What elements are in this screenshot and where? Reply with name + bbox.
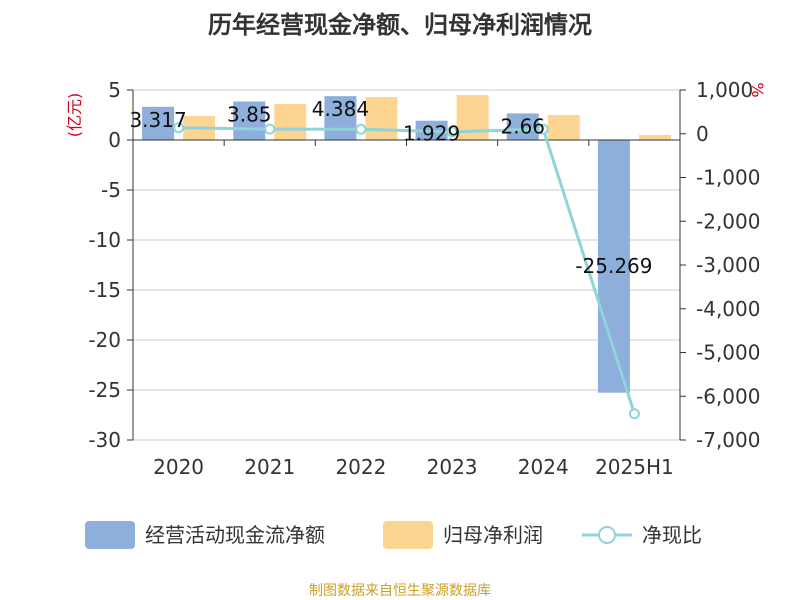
right-tick-label: -1,000 — [696, 166, 760, 190]
right-tick-label: -6,000 — [696, 384, 760, 408]
left-tick-label: 5 — [108, 78, 121, 102]
ratio-point — [446, 126, 458, 138]
ratio-point — [355, 123, 367, 135]
cashflow-bar — [142, 106, 175, 140]
category-label: 2021 — [244, 455, 295, 479]
left-axis-unit: (亿元) — [65, 93, 84, 138]
axes-layer: 5 0 -5 -10 -15 -20 -25 -30 1,000 0 -1,000 -2,000 -3,… — [88, 78, 760, 479]
right-tick-label: -4,000 — [696, 297, 760, 321]
category-label: 2024 — [518, 455, 569, 479]
legend-label-cashflow: 经营活动现金流净额 — [145, 523, 325, 547]
right-tick-label: -5,000 — [696, 341, 760, 365]
legend-label-netprofit: 归母净利润 — [443, 523, 543, 547]
category-label: 2023 — [427, 455, 478, 479]
left-tick-label: -25 — [88, 378, 121, 402]
category-label: 2025H1 — [595, 455, 674, 479]
cashflow-data-label: -25.269 — [575, 254, 652, 278]
category-label: 2022 — [335, 455, 386, 479]
netprofit-bar — [638, 135, 671, 140]
netprofit-bar — [365, 97, 398, 140]
gridlines — [133, 89, 680, 441]
legend: 经营活动现金流净额 归母净利润 净现比 — [85, 521, 702, 549]
left-tick-label: -10 — [88, 228, 121, 252]
right-tick-label: -3,000 — [696, 253, 760, 277]
line-layer — [173, 122, 640, 420]
cashflow-data-label: 2.66 — [500, 114, 545, 138]
cashflow-data-label: 1.929 — [403, 122, 460, 146]
cashflow-data-label: 4.384 — [312, 97, 369, 121]
left-tick-label: -5 — [101, 178, 121, 202]
right-tick-label: -7,000 — [696, 428, 760, 452]
cashflow-bar — [324, 96, 357, 140]
cashflow-data-label: 3.317 — [129, 108, 186, 132]
legend-swatch-cashflow — [85, 521, 135, 549]
netprofit-bar — [456, 95, 489, 140]
netprofit-bar — [547, 115, 580, 140]
netprofit-bar — [274, 104, 307, 140]
left-tick-label: -20 — [88, 328, 121, 352]
ratio-point — [537, 123, 549, 135]
legend-label-ratio: 净现比 — [642, 523, 702, 547]
right-tick-label: 0 — [696, 122, 709, 146]
left-tick-label: 0 — [108, 128, 121, 152]
ratio-line — [178, 126, 636, 415]
cashflow-bar — [233, 101, 266, 140]
source-note: 制图数据来自恒生聚源数据库 — [309, 583, 491, 599]
data-labels-layer: 3.317 3.85 4.384 1.929 2.66 -25.269 — [129, 97, 652, 278]
chart-title: 历年经营现金净额、归母净利润情况 — [208, 11, 592, 39]
left-tick-label: -15 — [88, 278, 121, 302]
ratio-point — [628, 408, 640, 420]
ratio-point — [173, 122, 185, 134]
right-tick-label: 1,000 — [696, 78, 753, 102]
cashflow-data-label: 3.85 — [227, 103, 272, 127]
legend-marker-ratio — [598, 526, 616, 544]
right-axis-unit: % — [748, 82, 767, 97]
cashflow-bar — [506, 113, 539, 140]
legend-swatch-netprofit — [383, 521, 433, 549]
category-label: 2020 — [153, 455, 204, 479]
right-tick-label: -2,000 — [696, 209, 760, 233]
ratio-point — [264, 123, 276, 135]
bars-layer — [142, 95, 671, 393]
left-tick-label: -30 — [88, 428, 121, 452]
